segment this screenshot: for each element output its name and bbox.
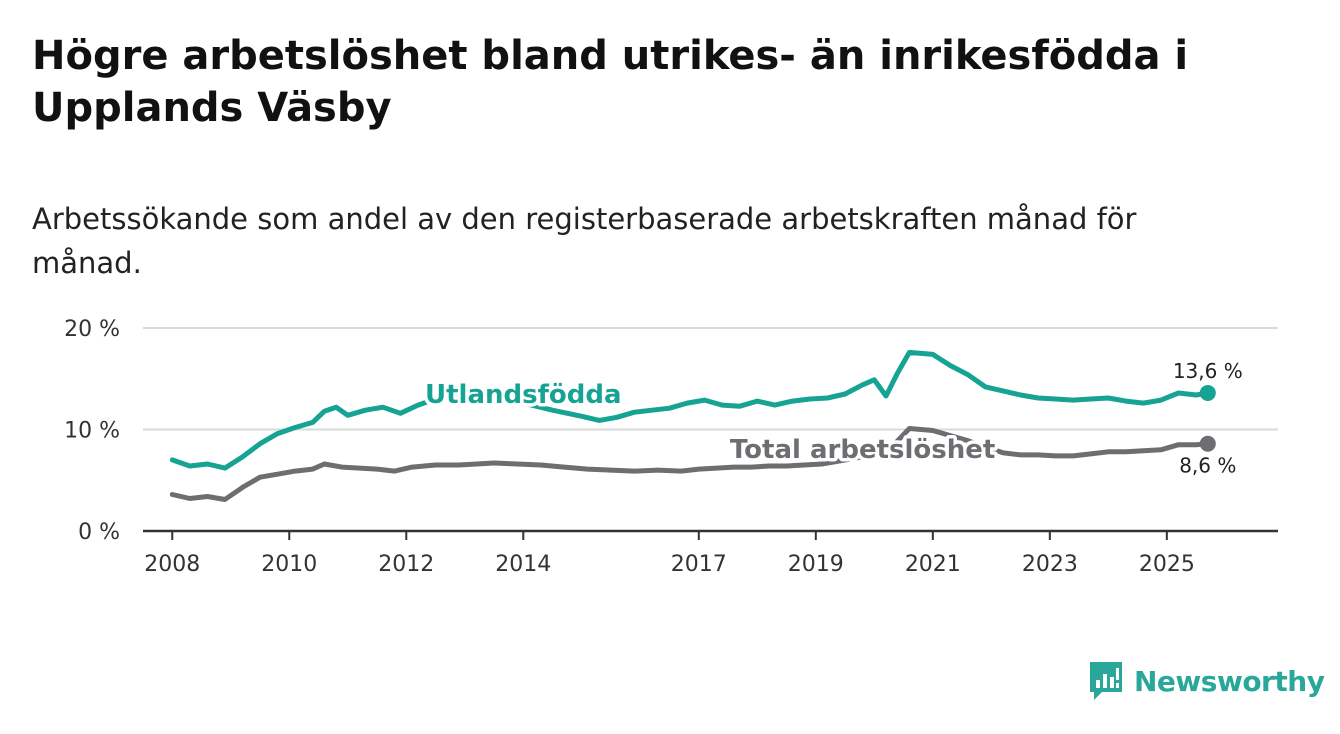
x-axis: 2008 2010 2012 2014 2017 2019 2021 2023 2025: [143, 529, 1278, 577]
y-tick-label: 20 %: [64, 317, 120, 342]
y-tick-label: 10 %: [64, 419, 120, 444]
series-end-label: 8,6 %: [1179, 454, 1236, 478]
x-tick-label: 2008: [144, 552, 200, 577]
series-end-label: 13,6 %: [1173, 359, 1243, 383]
y-tick-label: 0 %: [78, 520, 120, 545]
gridlines: 0 % 10 % 20 %: [64, 317, 1278, 545]
chart-subtitle: Arbetssökande som andel av den registerb…: [32, 202, 1137, 280]
x-tick-label: 2014: [495, 552, 551, 577]
series-labels: 13,6 % 8,6 % Utlandsfödda Total arbetslöshe…: [422, 359, 1243, 478]
x-tick-label: 2023: [1022, 552, 1078, 577]
series-annotation: Utlandsfödda: [425, 380, 622, 410]
newsworthy-logo: Newsworthy: [1088, 660, 1325, 702]
x-tick-label: 2021: [905, 552, 961, 577]
series-line-total-arbetsl-shet: [169, 426, 1211, 502]
chart-title: Högre arbetslöshet bland utrikes- än inr…: [32, 33, 1189, 131]
x-tick-label: 2025: [1139, 552, 1195, 577]
x-tick-label: 2017: [671, 552, 727, 577]
x-tick-label: 2010: [261, 552, 317, 577]
x-tick-label: 2019: [788, 552, 844, 577]
brand-name: Newsworthy: [1134, 664, 1325, 698]
series-annotation: Total arbetslöshet: [730, 435, 995, 465]
series-end-point: [1199, 384, 1216, 401]
series-lines: [169, 349, 1216, 502]
series-end-point: [1199, 435, 1216, 452]
series-line-utlandsf-dda: [169, 349, 1211, 471]
bar-chart-logo-icon: [1090, 662, 1122, 700]
x-tick-label: 2012: [378, 552, 434, 577]
